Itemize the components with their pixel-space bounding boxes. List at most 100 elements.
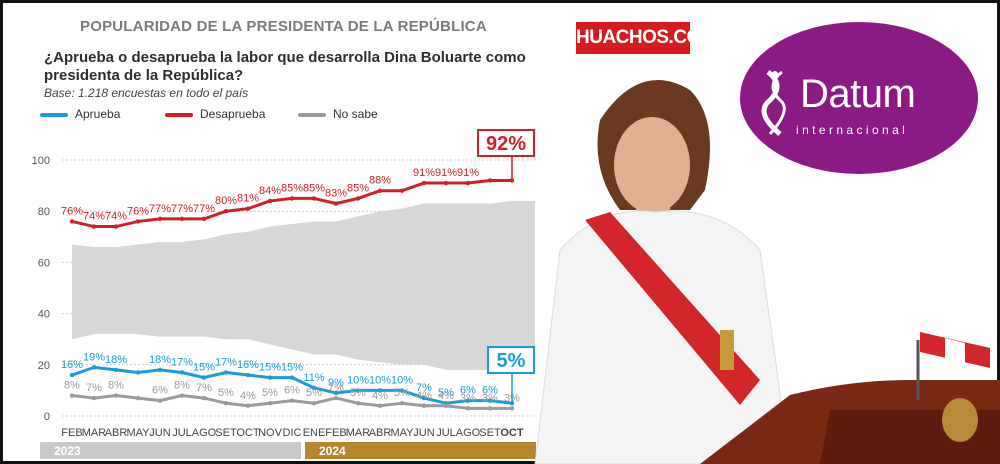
data-point-no-sabe (311, 401, 317, 406)
data-point-aprueba (267, 375, 273, 380)
legend-item-desaprueba: Desaprueba (165, 107, 305, 123)
data-point-desaprueba (377, 188, 383, 193)
data-label-aprueba: 10% (369, 374, 391, 386)
site-badge: HUACHOS.COM (576, 22, 717, 54)
logo-subtitle: internacional (796, 123, 909, 137)
data-point-no-sabe (135, 395, 141, 401)
legend-label-aprueba: Aprueba (75, 107, 121, 121)
data-point-desaprueba (135, 219, 141, 224)
data-label-no-sabe: 8% (64, 380, 80, 392)
data-label-no-sabe: 3% (482, 392, 498, 404)
data-point-desaprueba (355, 196, 361, 201)
data-label-aprueba: 18% (149, 354, 171, 366)
data-label-aprueba: 17% (171, 356, 193, 368)
x-tick-label: OCT (236, 427, 260, 439)
data-label-aprueba: 7% (416, 382, 432, 394)
data-point-aprueba (421, 395, 427, 401)
data-label-no-sabe: 5% (218, 387, 234, 399)
page-title: POPULARIDAD DE LA PRESIDENTA DE LA REPÚB… (80, 18, 487, 35)
x-tick-label: JUN (413, 427, 434, 439)
x-tick-label: NOV (258, 427, 283, 439)
data-point-desaprueba (487, 178, 493, 183)
data-point-aprueba (487, 398, 493, 403)
data-point-no-sabe (333, 395, 339, 401)
data-point-aprueba (69, 372, 75, 378)
x-tick-label: ABR (369, 427, 392, 439)
x-tick-label: JUL (436, 427, 456, 439)
data-label-no-sabe: 6% (284, 385, 300, 397)
x-tick-label: FEB (61, 427, 82, 439)
x-tick-label: DIC (283, 427, 302, 439)
survey-question: ¿Aprueba o desaprueba la labor que desar… (44, 49, 526, 84)
x-tick-label: JUN (149, 427, 170, 439)
data-point-desaprueba (113, 224, 119, 229)
year-band (40, 442, 301, 459)
data-label-aprueba: 16% (61, 359, 83, 371)
data-point-desaprueba (179, 216, 185, 222)
legend-item-aprueba: Aprueba (40, 107, 150, 123)
data-point-no-sabe (443, 403, 449, 408)
x-tick-label: SET (215, 427, 237, 439)
year-label: 2024 (319, 444, 346, 458)
data-label-no-sabe: 5% (350, 387, 366, 399)
data-label-no-sabe: 4% (372, 390, 388, 402)
legend-swatch-desaprueba (165, 113, 193, 117)
legend-swatch-aprueba (40, 113, 68, 117)
chart-legend: Aprueba Desaprueba No sabe (40, 107, 460, 123)
data-point-no-sabe (399, 401, 405, 406)
data-label-desaprueba: 85% (347, 182, 369, 194)
data-point-no-sabe (113, 393, 119, 398)
data-point-aprueba (135, 370, 141, 375)
data-label-aprueba: 17% (215, 356, 237, 368)
legend-label-no-sabe: No sabe (333, 107, 378, 121)
data-label-no-sabe: 4% (240, 390, 256, 402)
data-label-desaprueba: 80% (215, 195, 237, 207)
data-label-desaprueba: 76% (61, 205, 83, 217)
data-point-aprueba (311, 385, 317, 391)
logo-name: Datum (800, 72, 916, 116)
data-label-aprueba: 6% (460, 385, 476, 397)
data-point-no-sabe (267, 401, 273, 406)
data-label-no-sabe: 3% (460, 392, 476, 404)
data-point-no-sabe (91, 395, 97, 401)
data-label-no-sabe: 8% (108, 380, 124, 392)
data-label-desaprueba: 77% (193, 203, 215, 215)
callout-box-aprueba (487, 346, 535, 374)
data-point-aprueba (245, 372, 251, 378)
data-point-no-sabe (179, 393, 185, 398)
y-tick-label: 40 (38, 309, 50, 321)
y-tick-label: 0 (44, 411, 50, 423)
data-point-desaprueba (443, 180, 449, 186)
data-point-aprueba (399, 388, 405, 393)
legend-swatch-no-sabe (298, 113, 326, 117)
data-point-aprueba (223, 370, 229, 375)
callout-desaprueba: 92% (486, 133, 526, 155)
y-tick-label: 100 (32, 155, 50, 167)
data-point-desaprueba (311, 196, 317, 201)
data-point-aprueba (157, 367, 163, 373)
data-label-no-sabe: 4% (438, 390, 454, 402)
data-label-no-sabe: 6% (152, 385, 168, 397)
data-point-no-sabe (223, 401, 229, 406)
data-label-desaprueba: 84% (259, 185, 281, 197)
x-tick-label: JUL (172, 427, 192, 439)
x-tick-label: MAR (346, 427, 371, 439)
data-point-aprueba (113, 367, 119, 373)
callout-box-desaprueba (477, 129, 535, 157)
x-tick-label: MAY (390, 427, 414, 439)
data-label-desaprueba: 77% (149, 203, 171, 215)
data-label-desaprueba: 91% (413, 167, 435, 179)
data-label-no-sabe: 5% (394, 387, 410, 399)
data-point-desaprueba (289, 196, 295, 201)
data-point-desaprueba (421, 180, 427, 186)
legend-item-no-sabe: No sabe (298, 107, 418, 123)
data-point-aprueba (179, 370, 185, 375)
data-point-no-sabe (465, 406, 471, 411)
data-point-desaprueba (69, 219, 75, 224)
data-label-aprueba: 9% (328, 377, 344, 389)
data-point-no-sabe (69, 393, 75, 398)
data-point-desaprueba (399, 188, 405, 193)
data-point-desaprueba (333, 201, 339, 206)
data-point-aprueba (289, 375, 295, 380)
